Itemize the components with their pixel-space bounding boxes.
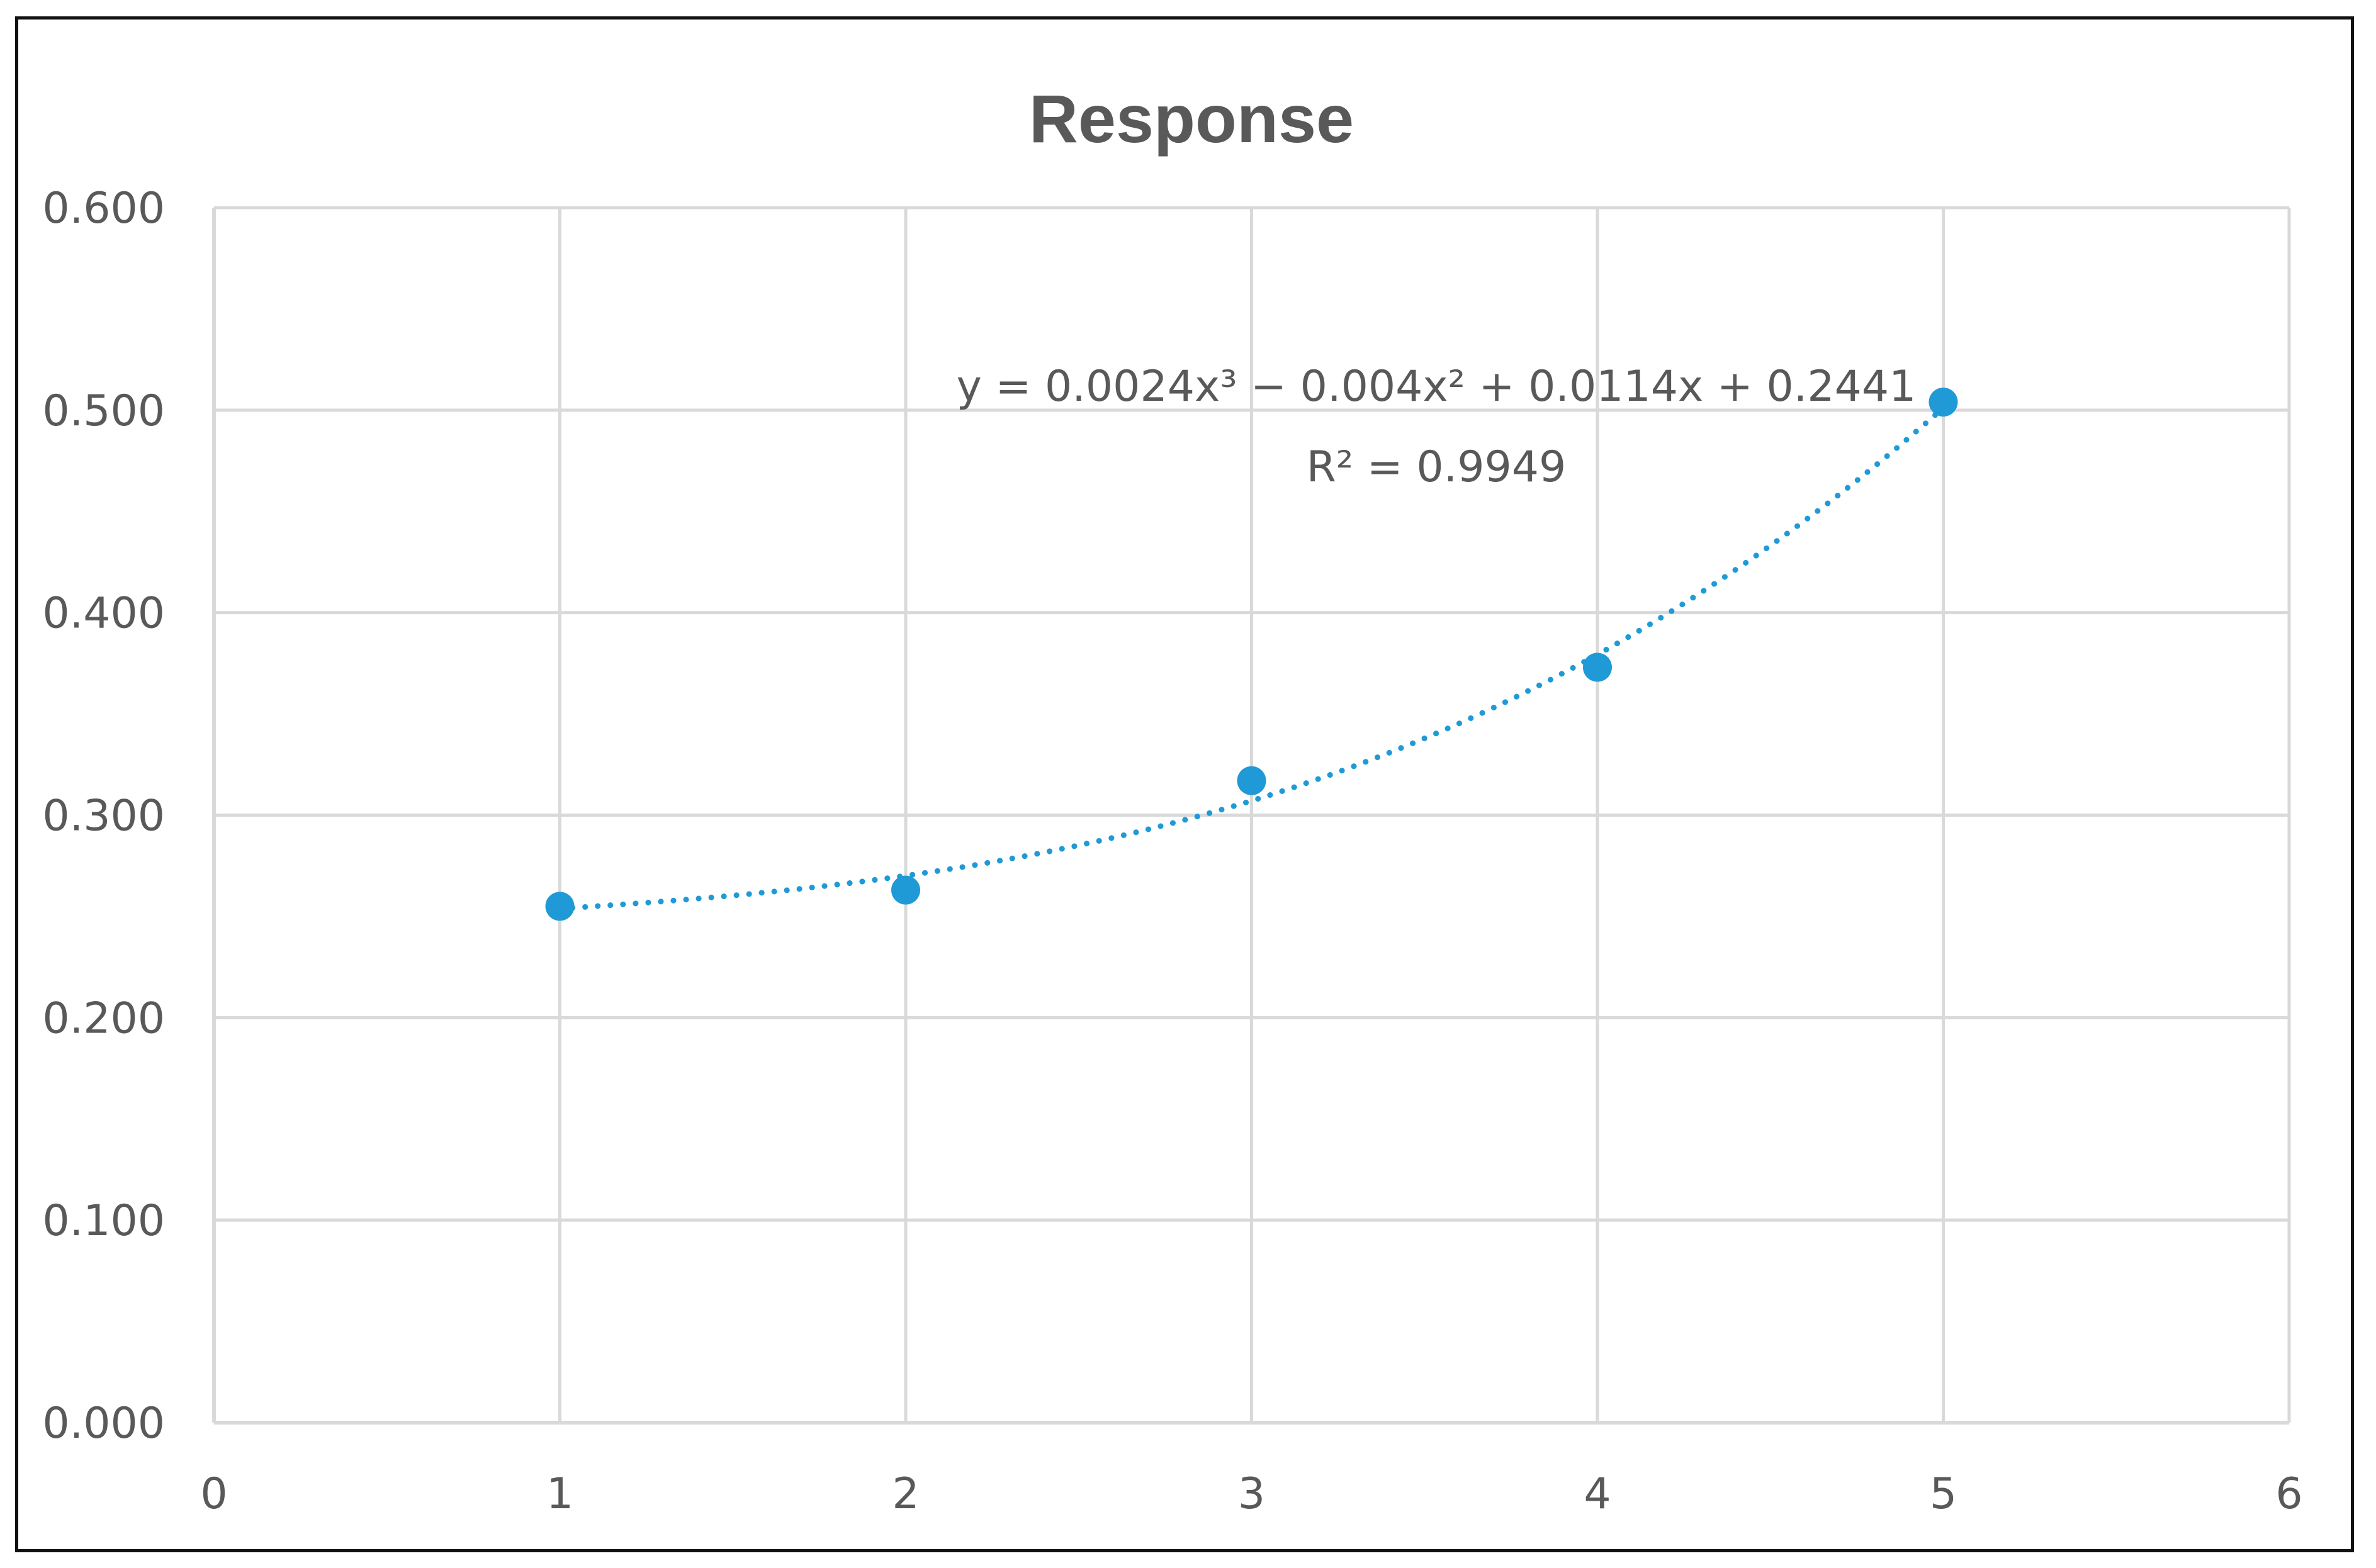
chart-title: Response [1029, 81, 1354, 157]
data-point [891, 875, 920, 905]
x-tick-label: 0 [200, 1469, 227, 1519]
x-tick-label: 2 [892, 1469, 919, 1519]
axes [212, 208, 2289, 1425]
tick-labels: 0.000 0.100 0.200 0.300 0.400 0.500 0.600 0 1 2 3 4… [42, 184, 2302, 1519]
data-point [1583, 652, 1612, 682]
data-point [1928, 387, 1958, 417]
x-tick-label: 6 [2275, 1469, 2302, 1519]
y-tick-label: 0.400 [42, 589, 165, 639]
y-tick-label: 0.100 [42, 1196, 165, 1246]
y-tick-label: 0.200 [42, 994, 165, 1043]
y-tick-label: 0.000 [42, 1399, 165, 1448]
data-point [1237, 766, 1266, 795]
data-points [545, 387, 1958, 921]
x-tick-label: 1 [546, 1469, 573, 1519]
y-tick-label: 0.300 [42, 792, 165, 841]
trendline-equation: y = 0.0024x³ − 0.004x² + 0.0114x + 0.244… [957, 362, 1917, 412]
x-tick-label: 3 [1238, 1469, 1265, 1519]
trendline [557, 405, 1946, 912]
y-tick-label: 0.500 [42, 386, 165, 436]
r-squared-label: R² = 0.9949 [1307, 442, 1567, 492]
data-point [545, 892, 575, 921]
chart-frame: Response 0.000 0.100 0.200 0.300 0.400 0.500 0… [15, 16, 2354, 1552]
x-tick-label: 5 [1930, 1469, 1957, 1519]
trendline-layer [557, 405, 1946, 912]
scatter-chart: Response 0.0000.1000.2000.3000.4000.5000… [42, 81, 2302, 1519]
x-tick-label: 4 [1584, 1469, 1611, 1519]
y-tick-label: 0.600 [42, 184, 165, 233]
